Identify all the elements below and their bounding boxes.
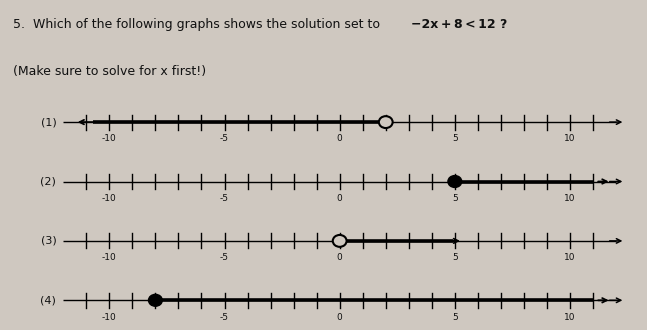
- Text: 0: 0: [337, 194, 342, 203]
- Text: (Make sure to solve for x first!): (Make sure to solve for x first!): [13, 65, 206, 78]
- Circle shape: [334, 236, 345, 246]
- Text: 5: 5: [452, 134, 457, 143]
- Text: -5: -5: [220, 313, 229, 321]
- Text: 0: 0: [337, 134, 342, 143]
- Text: −2x + 8 < 12 ?: −2x + 8 < 12 ?: [411, 18, 507, 31]
- Text: 0: 0: [337, 253, 342, 262]
- Circle shape: [448, 176, 462, 187]
- Text: (4): (4): [41, 295, 56, 305]
- Text: -10: -10: [102, 134, 116, 143]
- Text: -5: -5: [220, 194, 229, 203]
- Text: 5: 5: [452, 194, 457, 203]
- Text: (2): (2): [41, 177, 56, 186]
- Text: -5: -5: [220, 134, 229, 143]
- Text: -5: -5: [220, 253, 229, 262]
- Text: (3): (3): [41, 236, 56, 246]
- Text: 10: 10: [564, 194, 576, 203]
- Text: 0: 0: [337, 313, 342, 321]
- Text: -10: -10: [102, 253, 116, 262]
- Text: (1): (1): [41, 117, 56, 127]
- Text: -10: -10: [102, 194, 116, 203]
- Circle shape: [380, 117, 391, 127]
- Text: 5.  Which of the following graphs shows the solution set to: 5. Which of the following graphs shows t…: [13, 18, 384, 31]
- Text: 10: 10: [564, 134, 576, 143]
- Text: 10: 10: [564, 313, 576, 321]
- Text: -10: -10: [102, 313, 116, 321]
- Text: 5: 5: [452, 253, 457, 262]
- Text: 5: 5: [452, 313, 457, 321]
- Text: 10: 10: [564, 253, 576, 262]
- Circle shape: [149, 294, 162, 306]
